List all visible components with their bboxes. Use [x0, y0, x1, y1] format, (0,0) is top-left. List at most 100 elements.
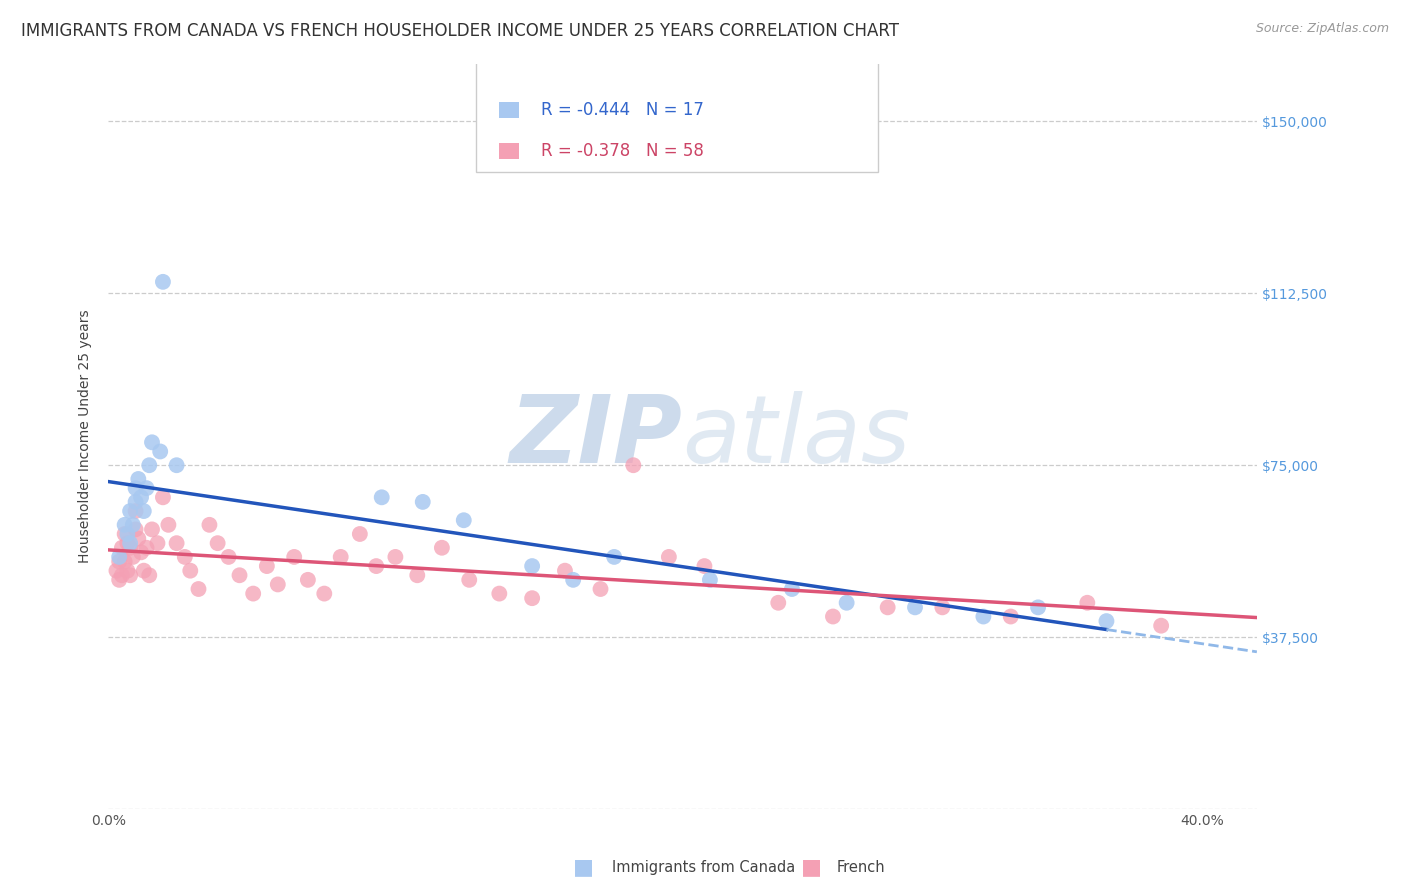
- Point: [135, 481, 157, 495]
- Point: [406, 568, 429, 582]
- Point: [111, 541, 134, 555]
- Point: [138, 458, 160, 473]
- Point: [242, 586, 264, 600]
- Point: [621, 458, 644, 473]
- Point: [1026, 600, 1049, 615]
- Point: [117, 536, 139, 550]
- Point: [699, 573, 721, 587]
- Point: [124, 481, 146, 495]
- Point: [267, 577, 290, 591]
- Text: Immigrants from Canada: Immigrants from Canada: [612, 860, 794, 874]
- Point: [124, 523, 146, 537]
- Point: [693, 559, 716, 574]
- Point: [972, 609, 994, 624]
- Point: [120, 504, 142, 518]
- Text: R = -0.444   N = 17: R = -0.444 N = 17: [541, 101, 704, 119]
- Point: [453, 513, 475, 527]
- Point: [152, 275, 174, 289]
- Point: [132, 564, 155, 578]
- Point: [384, 549, 406, 564]
- Point: [138, 568, 160, 582]
- Point: [658, 549, 681, 564]
- Text: R = -0.378   N = 58: R = -0.378 N = 58: [541, 142, 704, 160]
- Point: [562, 573, 585, 587]
- Text: ■: ■: [801, 857, 821, 877]
- Point: [1076, 596, 1098, 610]
- Point: [488, 586, 510, 600]
- Point: [124, 504, 146, 518]
- Point: [412, 495, 434, 509]
- Point: [120, 541, 142, 555]
- Text: ■: ■: [574, 857, 593, 877]
- Point: [931, 600, 953, 615]
- Point: [780, 582, 803, 596]
- Point: [228, 568, 250, 582]
- Point: [108, 549, 131, 564]
- Point: [768, 596, 790, 610]
- Point: [121, 517, 143, 532]
- Point: [821, 609, 844, 624]
- Point: [554, 564, 576, 578]
- Point: [835, 596, 858, 610]
- Point: [149, 444, 172, 458]
- Point: [876, 600, 898, 615]
- Point: [179, 564, 201, 578]
- Point: [129, 491, 152, 505]
- Point: [127, 472, 149, 486]
- Point: [117, 527, 139, 541]
- Point: [173, 549, 195, 564]
- Point: [520, 591, 543, 606]
- Point: [146, 536, 169, 550]
- Point: [603, 549, 626, 564]
- Point: [520, 559, 543, 574]
- Point: [297, 573, 319, 587]
- Point: [256, 559, 278, 574]
- Point: [589, 582, 612, 596]
- Point: [329, 549, 352, 564]
- FancyBboxPatch shape: [499, 102, 519, 119]
- FancyBboxPatch shape: [475, 61, 877, 172]
- Point: [218, 549, 240, 564]
- Point: [105, 564, 128, 578]
- Point: [458, 573, 481, 587]
- FancyBboxPatch shape: [499, 143, 519, 160]
- Point: [114, 554, 136, 568]
- Point: [121, 549, 143, 564]
- Point: [904, 600, 927, 615]
- Text: atlas: atlas: [682, 391, 911, 482]
- Point: [111, 568, 134, 582]
- Point: [1150, 618, 1173, 632]
- Point: [132, 504, 155, 518]
- Point: [187, 582, 209, 596]
- Point: [166, 536, 188, 550]
- Text: IMMIGRANTS FROM CANADA VS FRENCH HOUSEHOLDER INCOME UNDER 25 YEARS CORRELATION C: IMMIGRANTS FROM CANADA VS FRENCH HOUSEHO…: [21, 22, 898, 40]
- Point: [349, 527, 371, 541]
- Point: [370, 491, 392, 505]
- Point: [141, 523, 163, 537]
- Point: [207, 536, 229, 550]
- Point: [120, 536, 142, 550]
- Point: [135, 541, 157, 555]
- Point: [152, 491, 174, 505]
- Point: [157, 517, 180, 532]
- Point: [1095, 614, 1118, 628]
- Point: [314, 586, 336, 600]
- Y-axis label: Householder Income Under 25 years: Householder Income Under 25 years: [79, 310, 93, 564]
- Point: [198, 517, 221, 532]
- Point: [129, 545, 152, 559]
- Point: [141, 435, 163, 450]
- Point: [1000, 609, 1022, 624]
- Text: French: French: [837, 860, 886, 874]
- Point: [283, 549, 305, 564]
- Point: [430, 541, 453, 555]
- Point: [114, 527, 136, 541]
- Point: [108, 554, 131, 568]
- Point: [108, 573, 131, 587]
- Point: [120, 568, 142, 582]
- Point: [117, 564, 139, 578]
- Point: [124, 495, 146, 509]
- Point: [114, 517, 136, 532]
- Text: ZIP: ZIP: [510, 391, 682, 483]
- Point: [166, 458, 188, 473]
- Point: [127, 532, 149, 546]
